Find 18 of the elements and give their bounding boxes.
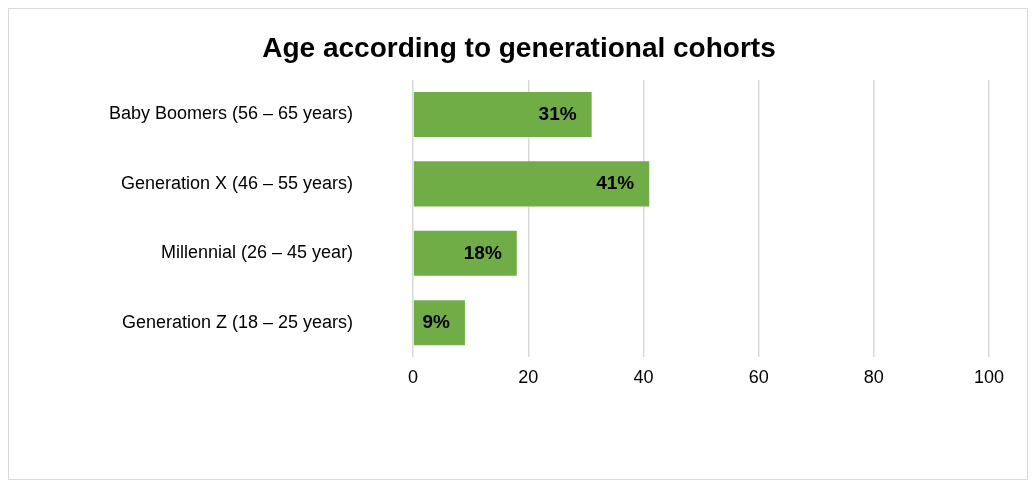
x-tick-label: 40 (633, 367, 654, 388)
bar (413, 161, 650, 207)
y-tick-label: Generation Z (18 – 25 years) (121, 311, 354, 332)
y-tick-label: Baby Boomers (56 – 65 years) (108, 103, 354, 124)
y-tick-label: Generation X (46 – 55 years) (120, 172, 354, 193)
y-tick-label: Millennial (26 – 45 year) (161, 242, 354, 263)
bar (413, 91, 592, 138)
x-tick-label: 0 (408, 367, 419, 388)
x-tick-label: 60 (748, 367, 769, 388)
bar (413, 230, 517, 276)
x-tick-label: 80 (863, 367, 884, 388)
data-label: 18% (463, 241, 502, 263)
data-label: 31% (538, 102, 577, 124)
x-tick-label: 100 (973, 367, 1005, 388)
chart-title: Age according to generational cohorts (262, 31, 776, 63)
data-label: 41% (596, 172, 635, 194)
data-label: 9% (422, 310, 451, 332)
x-tick-label: 20 (518, 367, 539, 388)
